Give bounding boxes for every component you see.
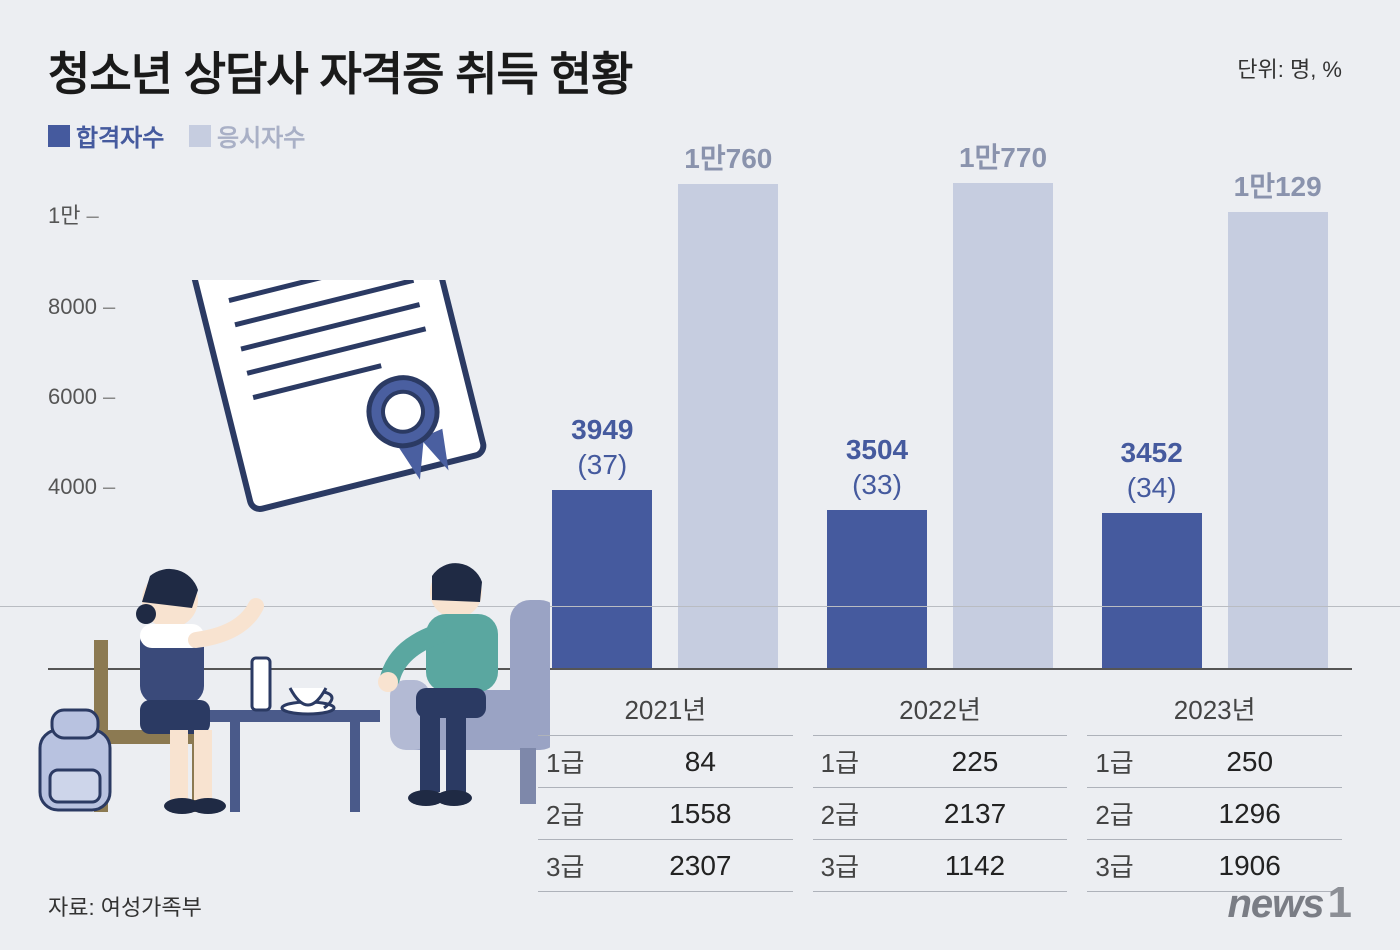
breakdown-table: 2021년1급842급15583급23072022년1급2252급21373급1… [528, 680, 1352, 892]
table-cell: 1급84 [538, 736, 793, 788]
row-label: 2급 [813, 795, 883, 832]
table-column: 2023년1급2502급12963급1906 [1087, 680, 1342, 892]
row-label: 1급 [1087, 743, 1157, 780]
news1-logo: news 1 [1227, 878, 1352, 928]
plot-area: 3949(37)1만7603504(33)1만7703452(34)1만129 [528, 128, 1352, 668]
chart-baseline [48, 668, 1352, 670]
bar-pass-label: 3504(33) [797, 432, 957, 502]
logo-suffix: 1 [1328, 878, 1352, 928]
table-cell: 2급1558 [538, 788, 793, 840]
row-label: 3급 [813, 847, 883, 884]
row-label: 1급 [538, 743, 608, 780]
table-cell: 2급2137 [813, 788, 1068, 840]
chart-area: 4000–6000–8000–1만– 3949(37)1만7603504(33)… [48, 128, 1352, 668]
bar-apply [953, 183, 1053, 668]
table-column: 2022년1급2252급21373급1142 [813, 680, 1068, 892]
table-cell: 3급1142 [813, 840, 1068, 892]
bar-apply [1228, 212, 1328, 668]
y-tick: 1만– [48, 198, 128, 230]
bar-pass [1102, 513, 1202, 668]
bar-apply-label: 1만129 [1198, 169, 1358, 204]
bar-group: 3949(37)1만760 [552, 128, 778, 668]
row-value: 2137 [883, 798, 1068, 830]
row-value: 250 [1157, 746, 1342, 778]
table-cell: 2급1296 [1087, 788, 1342, 840]
table-cell: 1급250 [1087, 736, 1342, 788]
row-value: 1558 [608, 798, 793, 830]
table-year-header: 2023년 [1087, 680, 1342, 736]
chart-title: 청소년 상담사 자격증 취득 현황 [48, 38, 1352, 104]
row-value: 1296 [1157, 798, 1342, 830]
bar-group: 3504(33)1만770 [827, 128, 1053, 668]
row-label: 3급 [1087, 847, 1157, 884]
row-label: 3급 [538, 847, 608, 884]
row-value: 1906 [1157, 850, 1342, 882]
unit-label: 단위: 명, % [1237, 52, 1342, 84]
row-value: 225 [883, 746, 1068, 778]
logo-text: news [1227, 882, 1323, 927]
bar-pass [827, 510, 927, 668]
bar-apply-label: 1만770 [923, 140, 1083, 175]
bar-pass-label: 3452(34) [1072, 435, 1232, 505]
table-cell: 1급225 [813, 736, 1068, 788]
bar-pass-label: 3949(37) [522, 412, 682, 482]
bar-pass [552, 490, 652, 668]
y-tick: 6000– [48, 384, 128, 410]
row-label: 1급 [813, 743, 883, 780]
row-value: 84 [608, 746, 793, 778]
bar-apply [678, 184, 778, 668]
y-tick: 4000– [48, 474, 128, 500]
row-value: 1142 [883, 850, 1068, 882]
divider-line [0, 606, 1400, 607]
table-year-header: 2022년 [813, 680, 1068, 736]
table-year-header: 2021년 [538, 680, 793, 736]
table-cell: 3급2307 [538, 840, 793, 892]
y-tick: 8000– [48, 294, 128, 320]
row-label: 2급 [538, 795, 608, 832]
y-axis: 4000– 6000– 8000– 1만– [48, 128, 128, 668]
table-column: 2021년1급842급15583급2307 [538, 680, 793, 892]
row-value: 2307 [608, 850, 793, 882]
bar-apply-label: 1만760 [648, 141, 808, 176]
row-label: 2급 [1087, 795, 1157, 832]
bar-group: 3452(34)1만129 [1102, 128, 1328, 668]
source-label: 자료: 여성가족부 [48, 890, 202, 922]
